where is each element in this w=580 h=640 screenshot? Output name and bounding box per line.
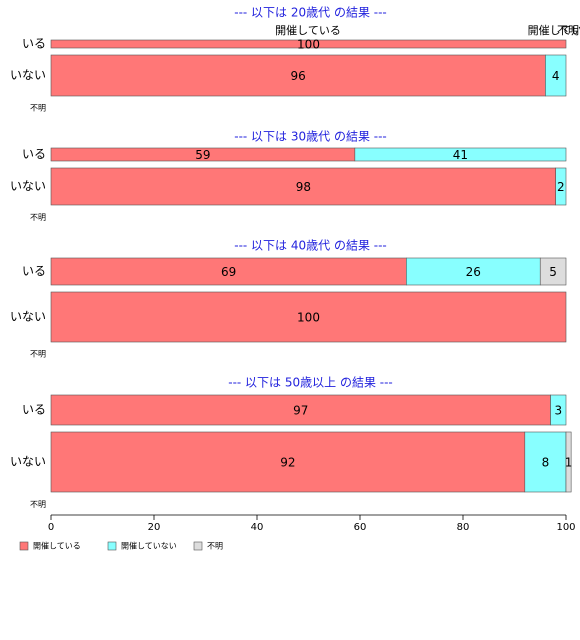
legend-swatch	[19, 541, 29, 551]
bar-segment	[555, 167, 567, 206]
row-label: いない	[10, 68, 46, 82]
series-name-label: 不明	[557, 24, 579, 37]
data-label: 100	[297, 311, 320, 325]
x-tick-label: 100	[556, 522, 575, 533]
bar-segment	[524, 431, 567, 493]
data-label: 96	[291, 69, 306, 83]
panel-title: --- 以下は 50歳以上 の結果 ---	[228, 376, 393, 390]
data-label: 59	[195, 148, 210, 162]
bar-segment	[50, 291, 567, 343]
legend-label: 開催していない	[121, 541, 177, 551]
row-label: いない	[10, 455, 46, 469]
x-tick-label: 40	[251, 522, 264, 533]
data-label: 5	[549, 265, 557, 279]
row-label: 不明	[30, 500, 46, 509]
panel-title: --- 以下は 20歳代 の結果 ---	[234, 6, 387, 20]
row-label: いる	[22, 147, 46, 161]
data-label: 69	[221, 265, 236, 279]
bar-segment	[550, 394, 567, 426]
data-label: 100	[297, 38, 320, 52]
bar-segment	[545, 54, 567, 97]
legend-label: 不明	[207, 542, 223, 551]
bar-segment	[50, 39, 567, 49]
bar-segment	[539, 257, 567, 286]
row-label: いる	[22, 37, 46, 51]
legend-swatch	[193, 541, 203, 551]
series-name-label: 開催している	[275, 23, 341, 37]
x-tick-label: 60	[354, 522, 367, 533]
bar-segment	[50, 431, 526, 493]
row-label: 不明	[30, 213, 46, 222]
data-label: 97	[293, 404, 308, 418]
data-label: 26	[466, 265, 481, 279]
data-label: 8	[542, 456, 550, 470]
data-label: 98	[296, 180, 311, 194]
bar-segment	[50, 394, 551, 426]
row-label: いる	[22, 264, 46, 278]
data-label: 4	[552, 69, 560, 83]
panel-title: --- 以下は 30歳代 の結果 ---	[234, 130, 387, 144]
series-name-label: 開催していない	[528, 23, 580, 37]
bar-segment	[50, 257, 407, 286]
x-tick-label: 0	[48, 522, 54, 533]
bar-segment	[565, 431, 572, 493]
bar-segment	[354, 147, 567, 162]
row-label: いない	[10, 310, 46, 324]
panel-title: --- 以下は 40歳代 の結果 ---	[234, 239, 387, 253]
data-label: 2	[557, 180, 565, 194]
data-label: 41	[453, 148, 468, 162]
data-label: 92	[280, 456, 295, 470]
data-label: 1	[565, 456, 573, 470]
row-label: いる	[22, 403, 46, 417]
x-tick-label: 80	[457, 522, 470, 533]
legend-label: 開催している	[33, 541, 81, 551]
data-label: 3	[554, 404, 562, 418]
row-label: いない	[10, 179, 46, 193]
legend-swatch	[107, 541, 117, 551]
row-label: 不明	[30, 104, 46, 113]
bar-segment	[50, 167, 557, 206]
row-label: 不明	[30, 350, 46, 359]
x-tick-label: 20	[148, 522, 161, 533]
